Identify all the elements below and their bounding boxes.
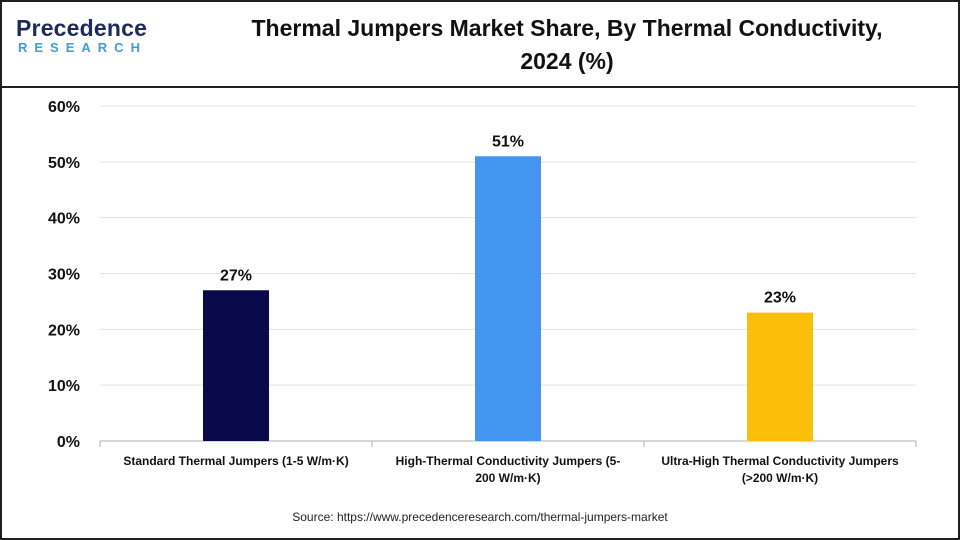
- data-label: 51%: [492, 133, 524, 150]
- brand-logo: Precedence RESEARCH: [16, 16, 166, 66]
- bar: [747, 312, 813, 441]
- y-tick-label: 0%: [57, 434, 80, 451]
- header: Precedence RESEARCH Thermal Jumpers Mark…: [2, 2, 958, 88]
- y-tick-label: 50%: [48, 155, 80, 172]
- data-label: 27%: [220, 267, 252, 284]
- chart-title: Thermal Jumpers Market Share, By Thermal…: [212, 12, 922, 78]
- x-tick-label: Standard Thermal Jumpers (1-5 W/m·K): [123, 454, 348, 468]
- y-tick-label: 60%: [48, 99, 80, 116]
- data-label: 23%: [764, 290, 796, 307]
- y-tick-label: 20%: [48, 322, 80, 339]
- y-tick-label: 30%: [48, 267, 80, 284]
- bar: [475, 156, 541, 441]
- bar: [203, 290, 269, 441]
- bar-chart: 0% 10% 20% 30% 40% 50% 60% 27% Standard Thermal …: [48, 99, 917, 485]
- chart-title-line-2: 2024 (%): [520, 48, 614, 74]
- x-tick-label: High-Thermal Conductivity Jumpers (5-: [396, 454, 621, 468]
- y-tick-label: 10%: [48, 378, 80, 395]
- source-note: Source: https://www.precedenceresearch.c…: [292, 510, 668, 524]
- x-tick-label: Ultra-High Thermal Conductivity Jumpers: [661, 454, 899, 468]
- x-tick-label: 200 W/m·K): [475, 471, 540, 485]
- logo-name-bottom: RESEARCH: [18, 40, 147, 55]
- logo-name-top: Precedence: [16, 15, 148, 41]
- chart-title-line-1: Thermal Jumpers Market Share, By Thermal…: [251, 15, 883, 41]
- x-tick-label: (>200 W/m·K): [742, 471, 818, 485]
- y-tick-label: 40%: [48, 211, 80, 228]
